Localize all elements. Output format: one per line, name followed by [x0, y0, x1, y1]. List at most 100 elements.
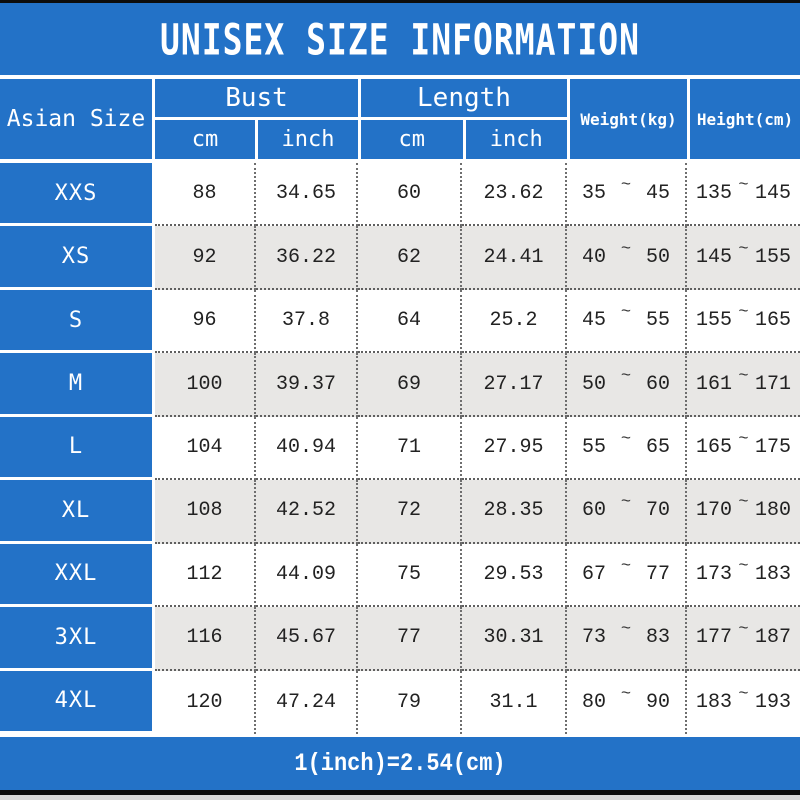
tilde-separator: ~ [738, 493, 749, 513]
height-min-value: 161 [696, 372, 733, 396]
bust-group-label: Bust [155, 79, 358, 120]
bust-cm-header: cm [191, 127, 219, 152]
length-cm-cell: 69 [358, 353, 462, 417]
size-label-cell: 3XL [0, 607, 155, 671]
length-inch-cell: 31.1 [462, 670, 567, 734]
size-label-cell: L [0, 416, 155, 481]
bust-inch-cell: 37.8 [256, 289, 358, 354]
conversion-note: 1(inch)=2.54(cm) [294, 749, 506, 778]
weight-min-value: 50 [582, 372, 607, 396]
height-min-value: 173 [696, 562, 733, 586]
height-range-cell: 161 ~ 171 [687, 353, 800, 417]
tilde-separator: ~ [738, 684, 749, 704]
bust-cm-cell: 88 [155, 163, 256, 227]
weight-range-cell: 40 ~ 50 [567, 226, 687, 290]
tilde-separator: ~ [738, 239, 749, 259]
tilde-separator: ~ [620, 429, 632, 449]
table-body: XXS 88 34.65 60 23.62 35 ~ 45 135 ~ 145 … [0, 163, 800, 734]
bust-inch-cell: 36.22 [256, 226, 358, 290]
weight-max-value: 50 [645, 245, 670, 269]
bust-subheaders: cm inch [155, 120, 358, 159]
size-label-cell: S [0, 289, 155, 354]
size-label-cell: XS [0, 226, 155, 290]
bust-cm-cell: 112 [155, 543, 256, 608]
table-row: XS 92 36.22 62 24.41 40 ~ 50 145 ~ 155 [0, 226, 800, 290]
height-max-value: 183 [754, 562, 791, 586]
weight-min-value: 45 [582, 309, 607, 333]
length-inch-cell: 27.95 [462, 416, 567, 481]
weight-range-cell: 80 ~ 90 [567, 670, 687, 734]
bust-cm-cell: 108 [155, 480, 256, 544]
weight-max-value: 70 [645, 499, 670, 523]
length-inch-cell: 24.41 [462, 226, 567, 290]
size-label-cell: 4XL [0, 670, 155, 734]
length-cm-cell: 62 [358, 226, 462, 290]
bust-inch-cell: 40.94 [256, 416, 358, 481]
table-header: Asian Size Bust cm inch Length cm inch W… [0, 79, 800, 159]
bust-inch-cell: 44.09 [256, 543, 358, 608]
weight-range-cell: 55 ~ 65 [567, 416, 687, 481]
weight-min-value: 35 [582, 182, 607, 206]
column-group-length: Length cm inch [358, 79, 567, 159]
table-row: M 100 39.37 69 27.17 50 ~ 60 161 ~ 171 [0, 353, 800, 417]
length-cm-cell: 64 [358, 289, 462, 354]
footer-divider [0, 734, 800, 737]
weight-range-cell: 60 ~ 70 [567, 480, 687, 544]
weight-min-value: 67 [582, 562, 607, 586]
weight-range-cell: 50 ~ 60 [567, 353, 687, 417]
height-max-value: 175 [754, 435, 791, 459]
weight-range-cell: 73 ~ 83 [567, 607, 687, 671]
height-min-value: 155 [696, 309, 733, 333]
weight-max-value: 83 [645, 626, 670, 650]
bust-inch-cell: 47.24 [256, 670, 358, 734]
height-range-cell: 183 ~ 193 [687, 671, 800, 734]
weight-min-value: 73 [582, 626, 607, 650]
tilde-separator: ~ [620, 684, 632, 704]
height-min-value: 170 [696, 499, 733, 523]
length-cm-cell: 75 [358, 543, 462, 608]
weight-range-cell: 45 ~ 55 [567, 289, 687, 354]
length-inch-cell: 27.17 [462, 353, 567, 417]
tilde-separator: ~ [738, 429, 749, 449]
weight-max-value: 90 [645, 690, 670, 714]
length-group-label: Length [361, 79, 567, 120]
bust-inch-cell: 39.37 [256, 353, 358, 417]
height-range-cell: 155 ~ 165 [687, 290, 800, 354]
length-cm-cell: 60 [358, 163, 462, 227]
tilde-separator: ~ [620, 366, 632, 386]
weight-min-value: 40 [582, 245, 607, 269]
height-max-value: 193 [754, 690, 791, 714]
length-cm-cell: 71 [358, 416, 462, 481]
height-max-value: 187 [754, 626, 791, 650]
tilde-separator: ~ [738, 303, 749, 323]
weight-range-cell: 35 ~ 45 [567, 163, 687, 227]
column-header-height: Height(cm) [687, 79, 800, 159]
bust-cm-cell: 104 [155, 416, 256, 481]
length-inch-header: inch [462, 120, 568, 159]
table-row: S 96 37.8 64 25.2 45 ~ 55 155 ~ 165 [0, 289, 800, 354]
bust-cm-cell: 96 [155, 289, 256, 354]
weight-max-value: 60 [645, 372, 670, 396]
length-cm-cell: 79 [358, 670, 462, 734]
weight-min-value: 60 [582, 499, 607, 523]
top-border [0, 0, 800, 3]
bottom-strip [0, 795, 800, 800]
bust-inch-header: inch [255, 120, 358, 159]
height-min-value: 145 [696, 245, 733, 269]
bust-inch-cell: 42.52 [256, 480, 358, 544]
height-max-value: 180 [754, 499, 791, 523]
height-max-value: 171 [754, 372, 791, 396]
height-range-cell: 177 ~ 187 [687, 607, 800, 671]
height-max-value: 165 [754, 309, 791, 333]
length-cm-cell: 77 [358, 607, 462, 671]
size-label-cell: XXS [0, 163, 155, 227]
length-inch-cell: 28.35 [462, 480, 567, 544]
tilde-separator: ~ [620, 176, 632, 196]
bust-cm-cell: 116 [155, 607, 256, 671]
tilde-separator: ~ [738, 620, 749, 640]
tilde-separator: ~ [620, 493, 632, 513]
height-range-cell: 135 ~ 145 [687, 163, 800, 227]
table-row: 3XL 116 45.67 77 30.31 73 ~ 83 177 ~ 187 [0, 607, 800, 671]
weight-max-value: 77 [645, 562, 670, 586]
